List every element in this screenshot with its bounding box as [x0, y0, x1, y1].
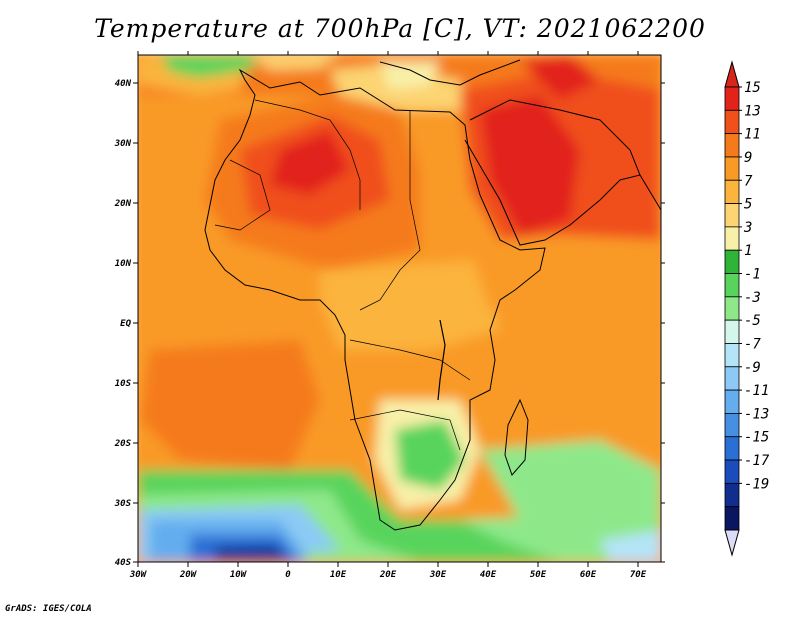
colorbar-segment [724, 179, 740, 204]
colorbar-label: -13 [744, 406, 769, 422]
colorbar-segment [724, 296, 740, 321]
lon-tick-label: 60E [580, 570, 597, 580]
arabia-coast [469, 99, 661, 211]
lat-tick-label: 30S [114, 499, 132, 509]
colorbar-label: -9 [744, 360, 761, 376]
lon-tick-label: 50E [530, 570, 547, 580]
colorbar-label: 15 [744, 80, 761, 96]
colorbar-label: 7 [744, 173, 753, 189]
colorbar-label: 3 [743, 220, 752, 236]
lon-tick-label: 40E [480, 570, 497, 580]
madagascar-coastline [504, 398, 529, 476]
colorbar-label: 11 [744, 127, 761, 143]
colorbar-label: -5 [744, 313, 761, 329]
colorbar-segment [724, 226, 740, 251]
colorbar-segment [724, 389, 740, 414]
borders-north [254, 99, 361, 210]
great-lakes [437, 319, 446, 401]
coastlines [204, 59, 661, 531]
lon-tick-label: 10E [330, 570, 347, 580]
longitude-ticks: 30W 20W 10W 0 10E 20E 30E 40E 50E 60E 70E [129, 51, 647, 580]
colorbar-segment [724, 482, 740, 508]
lat-tick-label: 30N [114, 139, 132, 149]
lat-tick-label: 40N [115, 79, 132, 89]
lon-tick-label: 30W [129, 570, 148, 580]
colorbar-segment [724, 319, 740, 344]
map-title: Temperature at 700hPa [C], VT: 202106220… [94, 14, 706, 43]
lon-tick-label: 20E [379, 570, 397, 580]
colorbar-label: -3 [744, 290, 761, 306]
colorbar-label: 9 [744, 150, 752, 166]
map-frame [137, 54, 662, 563]
colorbar-label: -19 [744, 476, 769, 492]
lon-tick-label: 0 [285, 570, 291, 580]
colorbar-extend-top [724, 60, 740, 88]
lat-tick-label: 40S [115, 558, 132, 568]
colorbar-label: -7 [744, 336, 761, 352]
latitude-ticks: 40N 30N 20N 10N EQ 10S 20S 30S 40S [114, 79, 665, 568]
africa-coastline [204, 68, 546, 531]
colorbar-segment [724, 156, 740, 181]
colorbar-segment [724, 459, 740, 484]
colorbar-segment [724, 249, 740, 274]
lat-tick-label: 20S [114, 439, 132, 449]
colorbar-label: -1 [744, 267, 761, 283]
lon-tick-label: 30E [429, 570, 447, 580]
colorbar-segment [724, 133, 740, 158]
colorbar-label: -15 [744, 430, 769, 446]
colorbar-label: 13 [744, 103, 761, 119]
borders-south [349, 409, 461, 451]
colorbar: 15 13 11 9 7 5 3 1 -1 -3 -5 -7 -9 -11 -13 -15 -17 -19 [724, 60, 770, 557]
temperature-field [138, 55, 661, 562]
colorbar-segment [724, 366, 740, 391]
colorbar-segment [724, 436, 740, 461]
colorbar-segment [724, 203, 740, 228]
lat-tick-label: EQ [120, 319, 131, 329]
borders-west [214, 159, 271, 231]
colorbar-segment [724, 506, 740, 531]
borders-east [359, 110, 421, 311]
colorbar-label: 5 [744, 197, 752, 213]
borders-central [349, 339, 471, 381]
lat-tick-label: 10S [115, 379, 132, 389]
lon-tick-label: 70E [630, 570, 647, 580]
lat-tick-label: 20N [114, 199, 132, 209]
lon-tick-label: 20W [179, 570, 198, 580]
lon-tick-label: 10W [230, 570, 248, 580]
mediterranean-north-coast [379, 59, 521, 86]
red-sea-arabia [464, 139, 641, 246]
colorbar-label: -17 [744, 453, 770, 469]
colorbar-segment [724, 343, 740, 368]
colorbar-segment [724, 273, 740, 298]
lat-tick-label: 10N [115, 259, 132, 269]
colorbar-label: -11 [744, 383, 769, 399]
colorbar-segment [724, 109, 740, 135]
colorbar-label: 1 [744, 243, 752, 259]
colorbar-extend-bottom [724, 529, 740, 557]
colorbar-segment [724, 86, 740, 111]
credit-text: GrADS: IGES/COLA [5, 604, 92, 614]
colorbar-segment [724, 413, 740, 438]
